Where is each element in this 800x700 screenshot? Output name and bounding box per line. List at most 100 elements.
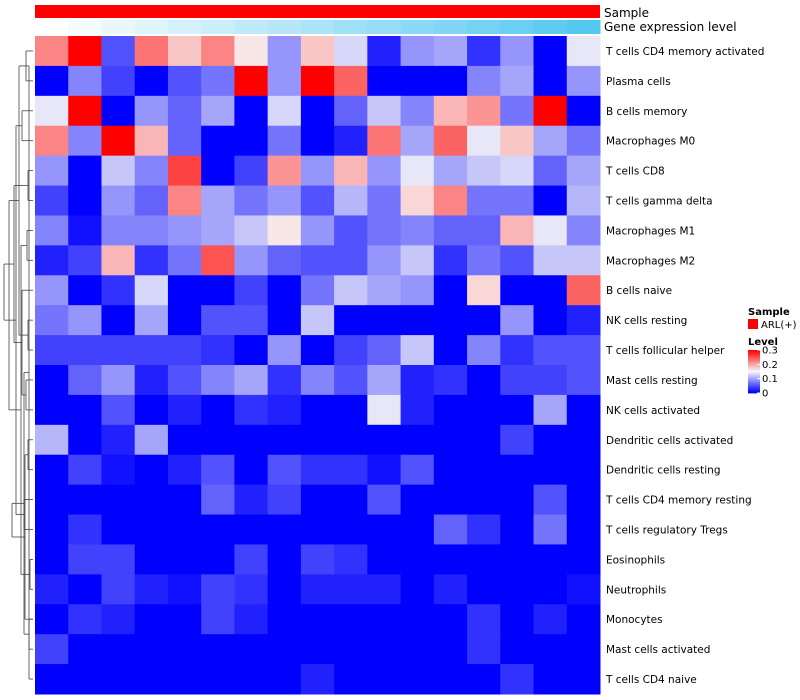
heatmap-cell: [201, 245, 235, 276]
heatmap-cell: [300, 155, 335, 187]
heatmap-cell: [533, 155, 568, 187]
heatmap-cell: [234, 335, 269, 366]
heatmap-cell: [234, 95, 269, 127]
heatmap-cell: [367, 275, 402, 306]
heatmap-cell: [367, 65, 402, 97]
legend-colorbar-step: [748, 351, 760, 353]
heatmap-cell: [101, 365, 136, 396]
heatmap-cell: [201, 454, 235, 486]
legend-colorbar-step: [748, 355, 760, 357]
heatmap-cell: [234, 155, 269, 187]
heatmap-cell: [566, 305, 601, 336]
legend-colorbar-step: [748, 392, 760, 394]
heatmap-cell: [500, 185, 535, 216]
gene-expression-segment: [267, 20, 302, 34]
heatmap-cell: [101, 275, 136, 306]
heatmap-cell: [400, 394, 435, 426]
heatmap-cell: [68, 305, 102, 336]
heatmap-cell: [367, 424, 402, 456]
row-label: Macrophages M1: [606, 225, 695, 237]
heatmap-cell: [566, 544, 601, 575]
heatmap-cell: [500, 36, 535, 67]
heatmap-cell: [533, 95, 568, 127]
heatmap-cell: [467, 394, 501, 426]
legend-level-ticks: 0.3 0.2 0.1 0: [757, 346, 778, 400]
heatmap-cell: [400, 155, 435, 187]
heatmap-cell: [201, 185, 235, 216]
heatmap-cell: [101, 604, 136, 635]
heatmap-cell: [300, 65, 335, 97]
heatmap-cell: [234, 454, 269, 486]
heatmap-cell: [533, 574, 568, 605]
heatmap-cell: [334, 125, 368, 157]
heatmap-cell: [167, 335, 202, 366]
heatmap-cell: [134, 484, 169, 516]
heatmap-cell: [35, 365, 69, 396]
heatmap-cell: [68, 454, 102, 486]
heatmap-cell: [433, 514, 468, 545]
heatmap-cell: [467, 155, 501, 187]
heatmap-cell: [300, 215, 335, 246]
heatmap-cell: [400, 215, 435, 246]
legend-colorbar-step: [748, 380, 760, 382]
heatmap-cell: [300, 514, 335, 545]
column-annotations: Sample Gene expression level: [35, 5, 737, 34]
heatmap-cell: [134, 634, 169, 665]
heatmap-cell: [267, 65, 302, 97]
heatmap-cell: [167, 305, 202, 336]
heatmap-cell: [500, 365, 535, 396]
heatmap-cell: [367, 664, 402, 695]
row-label: B cells naive: [606, 285, 672, 297]
heatmap-cell: [68, 514, 102, 545]
heatmap-cell: [101, 394, 136, 426]
heatmap-cell: [201, 394, 235, 426]
row-label: Mast cells activated: [606, 644, 710, 656]
heatmap-cell: [500, 394, 535, 426]
heatmap-cell: [566, 245, 601, 276]
heatmap-cell: [68, 275, 102, 306]
heatmap-cell: [267, 514, 302, 545]
gene-expression-segment: [35, 20, 69, 34]
heatmap-cell: [134, 574, 169, 605]
heatmap-cell: [467, 215, 501, 246]
heatmap-cell: [566, 664, 601, 695]
heatmap-cell: [134, 305, 169, 336]
heatmap-cell: [234, 514, 269, 545]
heatmap-cell: [201, 335, 235, 366]
heatmap-cell: [300, 454, 335, 486]
heatmap-cell: [35, 245, 69, 276]
heatmap-cell: [433, 215, 468, 246]
heatmap-cell: [35, 634, 69, 665]
heatmap-cell: [35, 514, 69, 545]
heatmap-cell: [101, 185, 136, 216]
heatmap-cell: [167, 65, 202, 97]
legend-tick-label: 0: [762, 389, 768, 400]
heatmap-cell: [267, 454, 302, 486]
heatmap-cell: [500, 125, 535, 157]
heatmap-cell: [167, 664, 202, 695]
heatmap-cell: [300, 36, 335, 67]
row-label: T cells gamma delta: [605, 196, 713, 208]
heatmap-cell: [533, 215, 568, 246]
heatmap-cell: [35, 664, 69, 695]
legend-colorbar-step: [748, 378, 760, 380]
legend-colorbar-step: [748, 367, 760, 369]
heatmap-cell: [334, 424, 368, 456]
legend-colorbar-step: [748, 386, 760, 388]
heatmap-cell: [400, 664, 435, 695]
legend-colorbar-step: [748, 379, 760, 381]
heatmap-cell: [433, 65, 468, 97]
row-label: T cells CD4 memory activated: [605, 46, 764, 58]
row-label: T cells follicular helper: [605, 345, 725, 357]
heatmap-cell: [35, 484, 69, 516]
legend-colorbar-step: [748, 377, 760, 379]
heatmap-cell: [467, 544, 501, 575]
heatmap-cell: [267, 36, 302, 67]
heatmap-cell: [300, 664, 335, 695]
heatmap-cell: [300, 245, 335, 276]
gene-expression-segment: [101, 20, 136, 34]
heatmap-cell: [500, 155, 535, 187]
heatmap-cell: [566, 454, 601, 486]
heatmap-cell: [167, 424, 202, 456]
heatmap-cell: [367, 125, 402, 157]
